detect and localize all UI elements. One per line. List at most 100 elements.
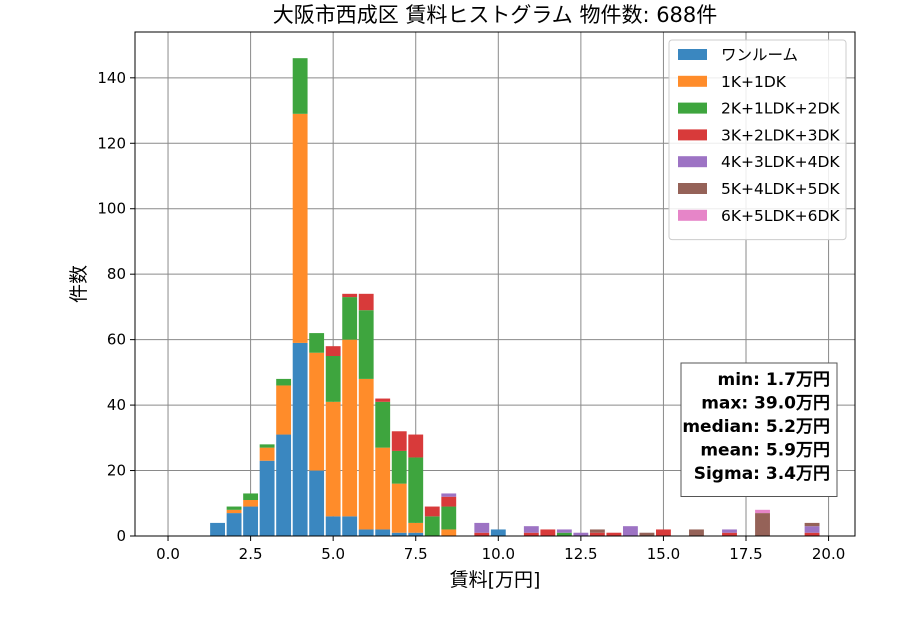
bar-segment (441, 529, 457, 536)
y-axis-ticks: 0 20 40 60 80 100 120 140 (97, 69, 135, 545)
legend-swatch (678, 75, 707, 87)
bar-segment (375, 398, 391, 402)
bar-segment (342, 339, 358, 517)
legend-label: 4K+3LDK+4DK (721, 153, 840, 171)
x-tick-label: 17.5 (729, 545, 762, 563)
y-tick-label: 60 (107, 331, 126, 349)
y-tick-label: 0 (116, 527, 126, 545)
bar-segment (243, 500, 259, 507)
bar-segment (556, 532, 572, 536)
bar-segment (441, 506, 457, 530)
bar-segment (226, 506, 242, 510)
legend-swatch (678, 209, 707, 221)
bar-segment (540, 529, 556, 536)
bar-segment (490, 529, 506, 536)
y-tick-label: 20 (107, 462, 126, 480)
bar-segment (276, 385, 292, 435)
bar-segment (424, 516, 440, 536)
x-axis-ticks: 0.0 2.5 5.0 7.5 10.0 12.5 15.0 17.5 20.0 (156, 536, 845, 563)
y-tick-label: 40 (107, 396, 126, 414)
bar-segment (342, 516, 358, 536)
x-axis-label: 賃料[万円] (450, 569, 541, 591)
bar-segment (259, 444, 275, 448)
bar-segment (408, 532, 424, 536)
legend-label: 3K+2LDK+3DK (721, 126, 840, 144)
plot-frame (134, 31, 856, 537)
x-tick-label: 15.0 (647, 545, 680, 563)
bar-segment (243, 493, 259, 500)
bar-segment (276, 378, 292, 386)
bar-segment (441, 496, 457, 507)
bar-segment (573, 532, 589, 536)
bar-segment (292, 342, 308, 536)
bar-segment (358, 378, 374, 530)
bar-segment (259, 460, 275, 536)
y-tick-label: 80 (107, 265, 126, 283)
bar-segment (556, 529, 572, 533)
bar-segment (375, 401, 391, 448)
stats-line: Sigma: 3.4万円 (694, 464, 830, 484)
bar-segment (309, 352, 325, 471)
legend-label: 6K+5LDK+6DK (721, 207, 840, 225)
bar-segment (342, 297, 358, 340)
x-tick-label: 0.0 (156, 545, 180, 563)
bar-segment (441, 493, 457, 497)
stats-line: min: 1.7万円 (718, 370, 830, 390)
bar-segment (804, 532, 820, 536)
bar-segment (408, 522, 424, 533)
bar-segment (375, 529, 391, 536)
x-tick-label: 20.0 (812, 545, 845, 563)
bar-segment (226, 509, 242, 514)
x-tick-label: 10.0 (482, 545, 515, 563)
legend-swatch (678, 49, 707, 60)
bar-segment (210, 522, 225, 536)
chart-title: 大阪市西成区 賃料ヒストグラム 物件数: 688件 (273, 3, 718, 27)
bar-segment (276, 434, 292, 536)
bar-segment (226, 513, 242, 536)
bar-segment (375, 447, 391, 530)
bar-segment (292, 58, 308, 114)
legend-label: ワンルーム (721, 46, 798, 64)
legend-box (668, 39, 847, 241)
x-tick-label: 7.5 (404, 545, 428, 563)
bar-segment (391, 483, 407, 533)
bar-segment (804, 522, 820, 527)
bar-segment (391, 450, 407, 484)
x-tick-label: 5.0 (321, 545, 345, 563)
legend-swatch (678, 183, 707, 194)
stats-box-frame (680, 362, 838, 497)
legend-label: 2K+1LDK+2DK (721, 100, 840, 118)
bar-segment (358, 310, 374, 379)
bar-segment (408, 434, 424, 458)
bar-segment (358, 529, 374, 536)
bars (210, 58, 820, 536)
bar-segment (622, 526, 638, 536)
bar-segment (755, 509, 770, 514)
y-tick-label: 120 (97, 134, 126, 152)
stats-line: median: 5.2万円 (682, 417, 830, 437)
bar-segment (243, 506, 259, 536)
bar-segment (474, 532, 490, 536)
bar-segment (358, 293, 374, 311)
bar-segment (722, 529, 737, 533)
bar-segment (589, 529, 605, 533)
bar-segment (523, 526, 539, 533)
bar-segment (259, 447, 275, 461)
bar-segment (325, 401, 341, 517)
y-tick-label: 140 (97, 69, 126, 87)
bar-segment (391, 532, 407, 536)
bar-segment (722, 532, 737, 536)
stats-line: mean: 5.9万円 (700, 441, 830, 461)
legend-swatch (678, 129, 707, 141)
bar-segment (639, 532, 655, 536)
bar-segment (424, 506, 440, 517)
bar-segment (325, 356, 341, 402)
bar-segment (309, 470, 325, 536)
bar-segment (408, 457, 424, 523)
x-tick-label: 2.5 (239, 545, 263, 563)
bar-segment (325, 346, 341, 356)
bar-segment (391, 431, 407, 451)
legend-swatch (678, 102, 707, 114)
legend: ワンルーム 1K+1DK 2K+1LDK+2DK 3K+2LDK+3DK 4K+3LDK… (668, 39, 847, 241)
